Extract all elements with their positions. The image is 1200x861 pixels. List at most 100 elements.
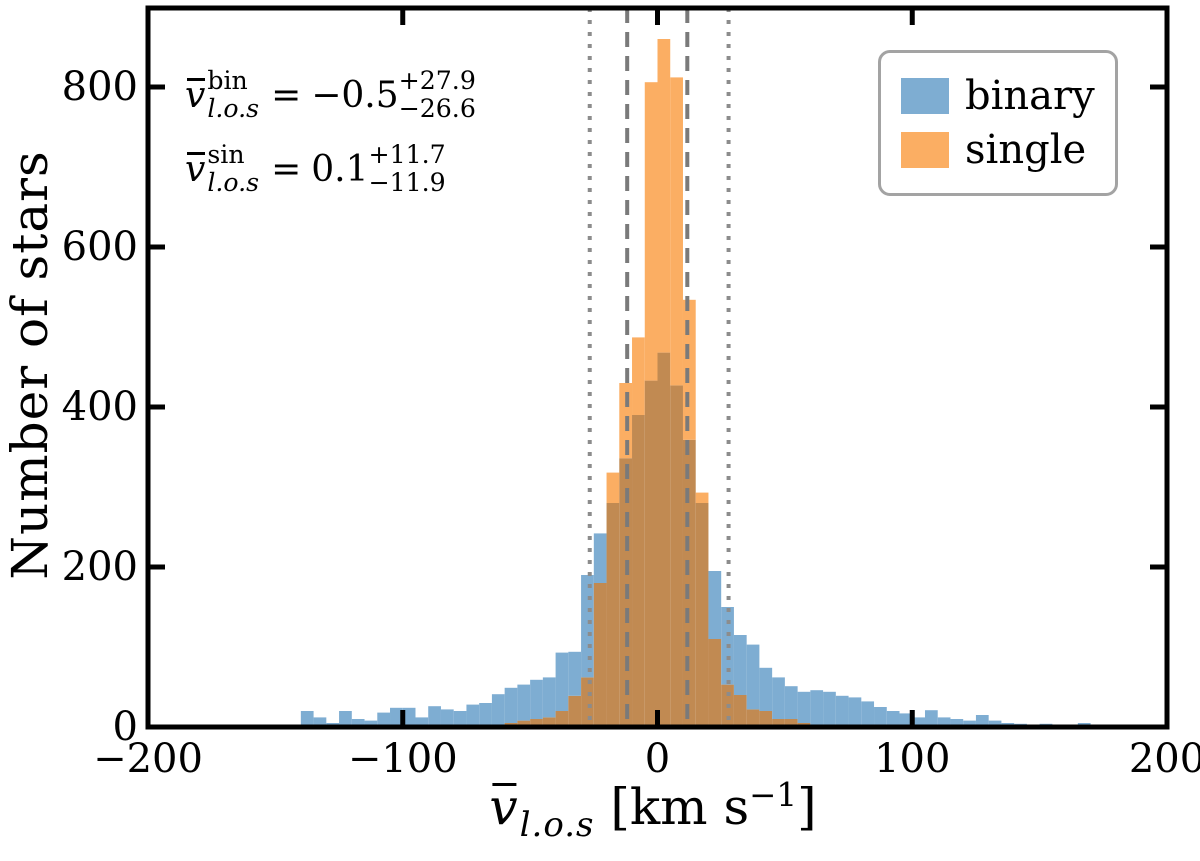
single-errors: +11.7 −11.9 xyxy=(369,141,446,196)
single-supsub: sin l.o.s xyxy=(207,141,259,196)
histogram-bar-binary xyxy=(517,684,531,721)
equals-sign: = xyxy=(271,148,302,190)
y-tick-label: 0 xyxy=(112,704,138,750)
histogram-bar-binary xyxy=(530,679,543,719)
x-axis-unit: [km s xyxy=(610,777,750,836)
histogram-bar-single xyxy=(606,472,620,503)
histogram-bar-binary xyxy=(848,697,862,727)
x-axis-unit-close: ] xyxy=(797,777,817,836)
histogram-bar-binary xyxy=(797,691,811,723)
histogram-bar-overlap xyxy=(644,380,658,727)
y-tick-label: 200 xyxy=(61,544,138,590)
histogram-bar-single xyxy=(682,299,696,440)
sup-bin: bin xyxy=(207,66,248,96)
histogram-bar-overlap xyxy=(682,439,696,727)
histogram-bar-binary xyxy=(377,712,391,727)
x-tick-label: 100 xyxy=(874,736,951,782)
histogram-bar-overlap xyxy=(568,695,582,727)
histogram-bar-overlap xyxy=(784,719,798,727)
x-axis-unit-exp: −1 xyxy=(749,776,798,814)
histogram-bar-binary xyxy=(950,719,964,727)
histogram-bar-binary xyxy=(593,533,607,583)
histogram-bar-binary xyxy=(924,710,938,727)
histogram-bar-single xyxy=(632,337,645,415)
histogram-bar-overlap xyxy=(606,503,620,727)
histogram-bar-binary xyxy=(975,715,989,727)
histogram-bar-overlap xyxy=(733,695,747,727)
single-error-minus: −11.9 xyxy=(368,168,446,197)
histogram-bar-binary xyxy=(453,711,467,727)
binary-mean-value: −0.5 xyxy=(311,74,399,116)
y-axis-title: Number of stars xyxy=(1,150,59,580)
x-axis-var-sub: l.o.s xyxy=(519,804,595,845)
histogram-bar-binary xyxy=(555,652,569,711)
y-tick-label: 800 xyxy=(61,64,138,110)
histogram-bar-overlap xyxy=(670,385,683,727)
histogram-bar-overlap xyxy=(581,677,594,727)
y-tick-label: 600 xyxy=(61,224,138,270)
histogram-bar-binary xyxy=(912,717,925,727)
histogram-bar-binary xyxy=(823,691,836,727)
histogram-bar-binary xyxy=(440,709,454,727)
histogram-bar-binary xyxy=(937,717,951,727)
histogram-bar-overlap xyxy=(695,503,709,727)
histogram-bar-overlap xyxy=(632,415,645,727)
histogram-bar-overlap xyxy=(593,583,607,727)
histogram-bar-binary xyxy=(784,686,798,719)
histogram-bar-overlap xyxy=(530,719,543,727)
binary-error-plus: +27.9 xyxy=(398,66,476,96)
histogram-bar-single xyxy=(657,39,671,353)
x-axis-title: vl.o.s [km s−1] xyxy=(487,776,816,845)
histogram-bar-binary xyxy=(988,720,1002,727)
legend-label-single: single xyxy=(965,127,1087,173)
legend-item-binary: binary xyxy=(901,76,1095,116)
histogram-bar-overlap xyxy=(746,709,760,727)
histogram-bar-binary xyxy=(351,719,365,727)
histogram-bar-binary xyxy=(415,717,429,727)
histogram-bar-binary xyxy=(886,711,900,727)
histogram-bar-binary xyxy=(568,651,582,696)
x-tick-label: −100 xyxy=(347,736,458,782)
histogram-bar-binary xyxy=(402,707,416,727)
equals-sign: = xyxy=(271,74,302,116)
annotation-line-binary: v bin l.o.s = −0.5 +27.9 −26.6 xyxy=(183,58,476,132)
histogram-bar-binary xyxy=(772,677,785,719)
histogram-bar-binary xyxy=(759,667,773,711)
histogram-bar-binary xyxy=(466,704,480,727)
single-color-swatch xyxy=(901,132,949,168)
histogram-bar-overlap xyxy=(708,639,722,727)
histogram-bar-binary xyxy=(810,690,824,725)
x-tick-label: 200 xyxy=(1128,736,1200,782)
binary-supsub: bin l.o.s xyxy=(207,67,259,122)
histogram-bar-binary xyxy=(339,711,352,727)
histogram-bar-overlap xyxy=(759,711,773,727)
histogram-bar-binary xyxy=(581,575,594,678)
vbar-symbol: v xyxy=(185,74,206,116)
plot-frame xyxy=(145,5,1170,730)
sub-los: l.o.s xyxy=(207,94,260,123)
annotation-line-single: v sin l.o.s = 0.1 +11.7 −11.9 xyxy=(183,132,476,206)
binary-error-minus: −26.6 xyxy=(398,94,476,123)
legend-item-single: single xyxy=(901,130,1095,170)
x-axis-var: v xyxy=(489,777,518,836)
histogram-bar-binary xyxy=(835,695,849,727)
histogram-bar-binary xyxy=(542,677,556,718)
histogram-bar-single xyxy=(695,492,709,503)
sub-los: l.o.s xyxy=(207,168,260,197)
histogram-bar-binary xyxy=(861,701,875,727)
histogram-bar-binary xyxy=(300,711,314,727)
histogram-bar-binary xyxy=(874,707,887,727)
histogram-bar-binary xyxy=(708,571,722,639)
binary-errors: +27.9 −26.6 xyxy=(399,67,476,122)
x-tick-label: 0 xyxy=(644,736,671,782)
histogram-bar-binary xyxy=(963,720,976,727)
histogram-bar-binary xyxy=(479,703,492,727)
histogram-bar-binary xyxy=(491,694,505,725)
binary-color-swatch xyxy=(901,78,949,114)
vbar-symbol: v xyxy=(185,148,206,190)
x-tick-label: −200 xyxy=(93,736,203,782)
histogram-bar-overlap xyxy=(657,352,671,727)
legend: binary single xyxy=(878,50,1118,196)
